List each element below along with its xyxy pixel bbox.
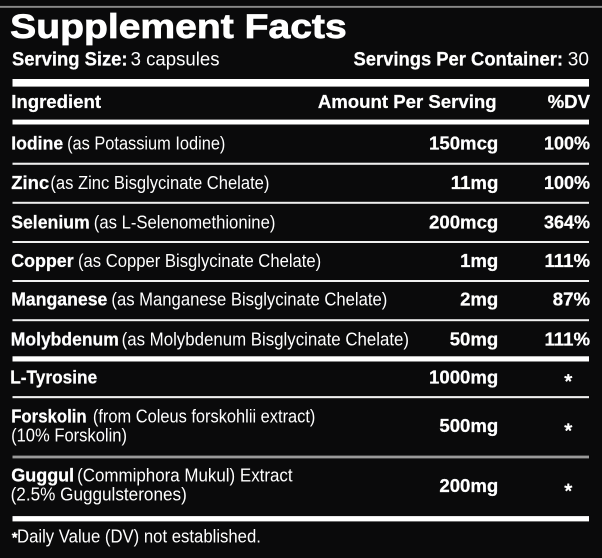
svg-text:(as Molybdenum Bisglycinate Ch: (as Molybdenum Bisglycinate Chelate) (122, 329, 409, 350)
svg-text:(as Zinc Bisglycinate Chelate): (as Zinc Bisglycinate Chelate) (50, 172, 269, 193)
svg-text:(as Manganese Bisglycinate Che: (as Manganese Bisglycinate Chelate) (111, 289, 387, 310)
svg-text:100%: 100% (544, 132, 590, 153)
svg-text:Selenium: Selenium (11, 211, 90, 232)
svg-text:%DV: %DV (548, 91, 591, 112)
svg-text:Servings Per Container:: Servings Per Container: (354, 48, 564, 70)
svg-text:Supplement Facts: Supplement Facts (10, 8, 347, 46)
svg-text:30: 30 (568, 48, 589, 70)
svg-text:1mg: 1mg (460, 250, 498, 271)
svg-text:(2.5% Guggulsterones): (2.5% Guggulsterones) (11, 483, 187, 504)
svg-text:200mcg: 200mcg (429, 211, 498, 232)
svg-text:500mg: 500mg (439, 415, 498, 436)
svg-text:50mg: 50mg (450, 329, 499, 350)
svg-text:(as L-Selenomethionine): (as L-Selenomethionine) (94, 211, 276, 232)
svg-text:(as Potassium Iodine): (as Potassium Iodine) (67, 132, 225, 153)
svg-text:11mg: 11mg (451, 172, 499, 193)
svg-text:Ingredient: Ingredient (11, 91, 101, 112)
svg-text:1000mg: 1000mg (429, 367, 498, 388)
svg-text:100%: 100% (544, 172, 590, 193)
svg-text:Daily Value (DV) not establish: Daily Value (DV) not established. (17, 525, 261, 546)
svg-text:Serving Size:: Serving Size: (12, 48, 128, 70)
svg-text:Forskolin: Forskolin (11, 405, 87, 426)
svg-text:(Commiphora Mukul) Extract: (Commiphora Mukul) Extract (77, 464, 293, 485)
svg-text:(from Coleus forskohlii extrac: (from Coleus forskohlii extract) (93, 405, 316, 426)
svg-text:Zinc: Zinc (11, 172, 49, 193)
svg-text:Manganese: Manganese (11, 289, 107, 310)
svg-text:Amount Per Serving: Amount Per Serving (318, 91, 497, 112)
svg-text:(10% Forskolin): (10% Forskolin) (11, 424, 127, 445)
svg-text:111%: 111% (544, 250, 590, 271)
svg-text:150mcg: 150mcg (429, 132, 498, 153)
svg-text:200mg: 200mg (439, 475, 498, 496)
svg-text:Molybdenum: Molybdenum (11, 329, 119, 350)
svg-text:L-Tyrosine: L-Tyrosine (10, 367, 97, 388)
svg-text:Guggul: Guggul (11, 464, 74, 485)
svg-text:(as Copper Bisglycinate Chelat: (as Copper Bisglycinate Chelate) (78, 250, 321, 271)
svg-text:3 capsules: 3 capsules (131, 48, 220, 70)
svg-text:2mg: 2mg (460, 289, 498, 310)
svg-text:87%: 87% (553, 289, 591, 310)
svg-text:364%: 364% (544, 211, 590, 232)
svg-text:111%: 111% (544, 329, 590, 350)
svg-text:Copper: Copper (11, 250, 73, 271)
svg-text:Iodine: Iodine (11, 132, 63, 153)
